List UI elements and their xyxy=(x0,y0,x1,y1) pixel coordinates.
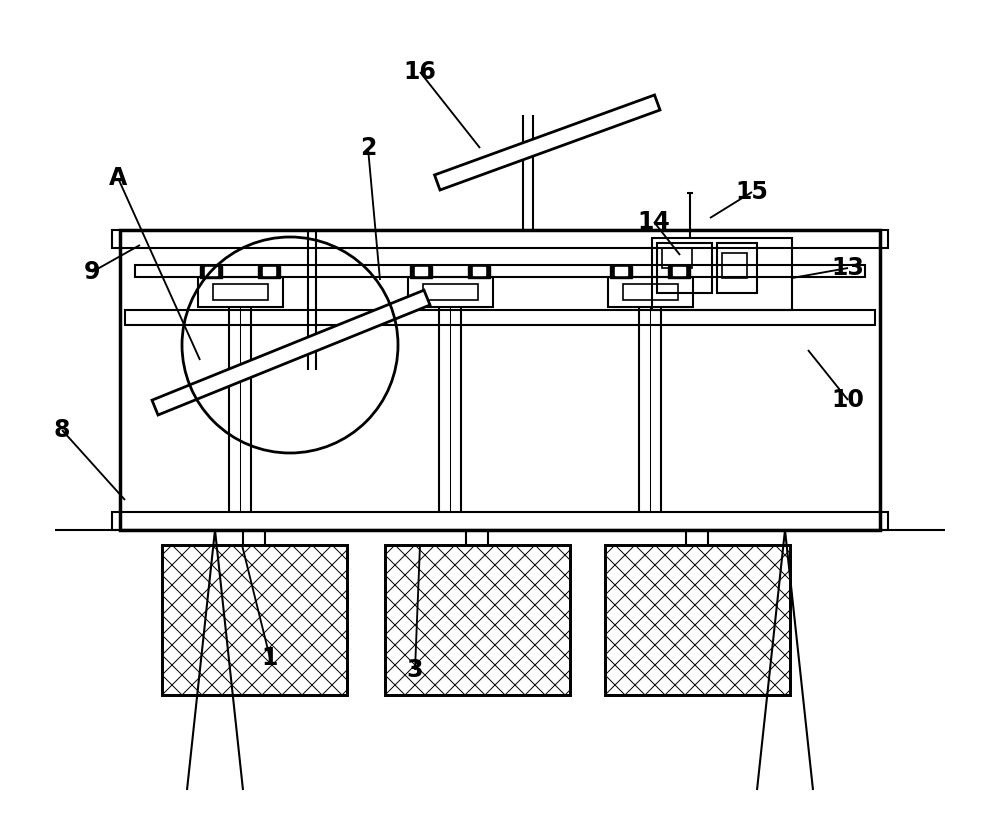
Bar xyxy=(408,277,493,307)
Bar xyxy=(473,267,485,275)
Bar xyxy=(657,243,712,293)
Bar xyxy=(162,545,347,695)
Bar xyxy=(410,266,432,278)
Bar xyxy=(415,267,427,275)
Bar xyxy=(385,545,570,695)
Text: 14: 14 xyxy=(638,210,670,234)
Bar xyxy=(605,545,790,695)
Bar xyxy=(125,310,875,325)
Bar xyxy=(722,253,747,278)
Text: 8: 8 xyxy=(54,418,70,442)
Bar xyxy=(120,230,880,530)
Text: 13: 13 xyxy=(832,256,864,280)
Bar xyxy=(112,230,888,248)
Bar xyxy=(263,267,275,275)
Text: 10: 10 xyxy=(832,388,864,412)
Bar xyxy=(198,277,283,307)
Bar xyxy=(162,545,347,695)
Bar xyxy=(385,545,570,695)
Text: 16: 16 xyxy=(404,60,436,84)
Bar xyxy=(623,284,678,300)
Text: 15: 15 xyxy=(736,180,768,204)
Text: 9: 9 xyxy=(84,260,100,284)
Text: 3: 3 xyxy=(407,658,423,682)
Bar xyxy=(662,248,692,268)
Bar xyxy=(608,277,693,307)
Bar xyxy=(652,238,792,310)
Bar xyxy=(468,266,490,278)
Bar xyxy=(423,284,478,300)
Text: A: A xyxy=(109,166,127,190)
Text: 1: 1 xyxy=(262,646,278,670)
Bar xyxy=(610,266,632,278)
Bar xyxy=(605,545,790,695)
Bar xyxy=(615,267,627,275)
Bar xyxy=(213,284,268,300)
Bar xyxy=(673,267,685,275)
Polygon shape xyxy=(152,291,430,415)
Bar xyxy=(717,243,757,293)
Bar xyxy=(668,266,690,278)
Bar xyxy=(258,266,280,278)
Text: 2: 2 xyxy=(360,136,376,160)
Bar xyxy=(112,512,888,530)
Polygon shape xyxy=(435,95,660,190)
Bar xyxy=(200,266,222,278)
Bar xyxy=(205,267,217,275)
Bar xyxy=(135,265,865,277)
